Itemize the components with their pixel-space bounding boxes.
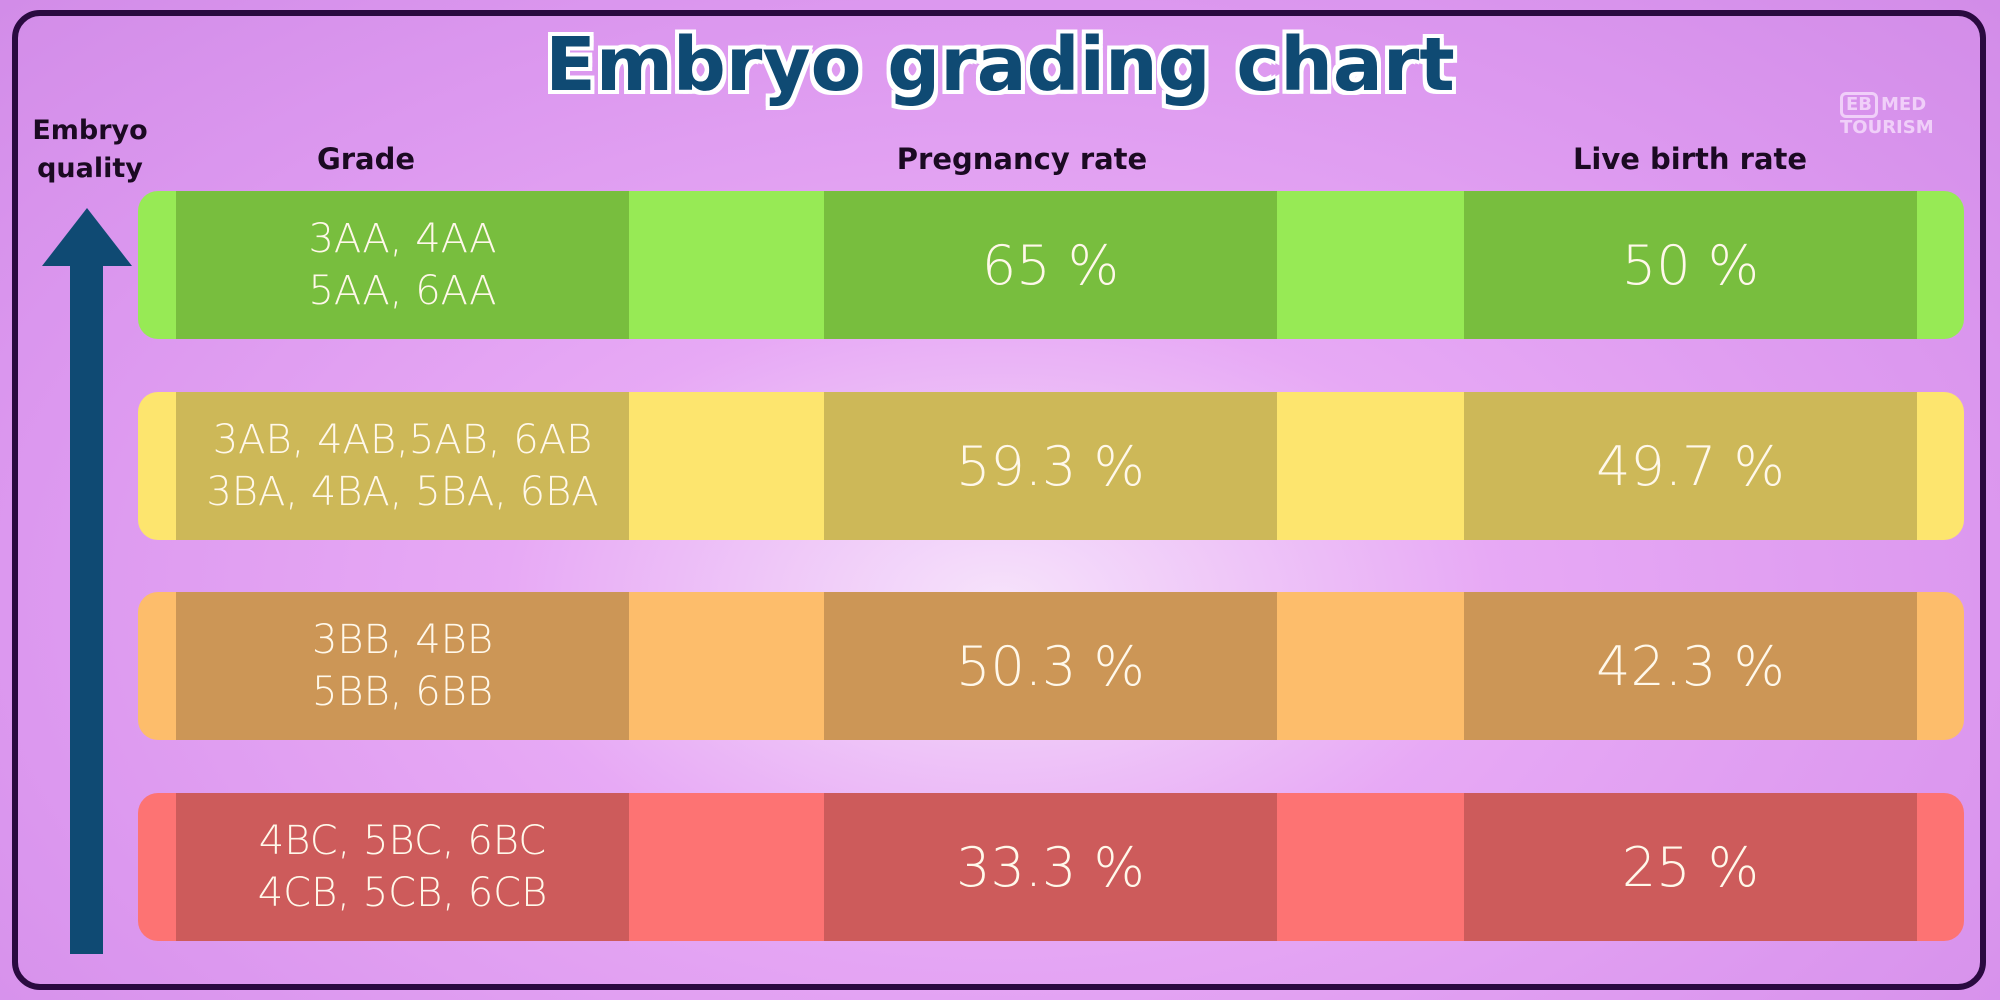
arrow-up-icon [42, 208, 132, 266]
grade-cell: 3BB, 4BB 5BB, 6BB [176, 592, 629, 740]
header-live-birth: Live birth rate [1572, 142, 1808, 176]
grade-line: 4BC, 5BC, 6BC [258, 818, 547, 864]
page-title: Embryo grading chart [545, 22, 1455, 108]
grade-line: 4CB, 5CB, 6CB [257, 870, 548, 916]
grade-line: 3AB, 4AB,5AB, 6AB [212, 417, 593, 463]
logo-box: EB [1840, 92, 1879, 118]
live-birth-rate-cell: 50 % [1464, 191, 1917, 339]
table-row: 3AA, 4AA 5AA, 6AA 65 % 50 % [138, 191, 1964, 339]
pregnancy-rate-cell: 59.3 % [824, 392, 1277, 540]
table-row: 3BB, 4BB 5BB, 6BB 50.3 % 42.3 % [138, 592, 1964, 740]
grade-cell: 4BC, 5BC, 6BC 4CB, 5CB, 6CB [176, 793, 629, 941]
arrow-shaft [70, 262, 103, 954]
table-row: 3AB, 4AB,5AB, 6AB 3BA, 4BA, 5BA, 6BA 59.3… [138, 392, 1964, 540]
pregnancy-rate-cell: 33.3 % [824, 793, 1277, 941]
header-grade: Grade [316, 142, 416, 176]
live-birth-rate-cell: 42.3 % [1464, 592, 1917, 740]
grade-line: 3BB, 4BB [311, 617, 494, 663]
grade-line: 3BA, 4BA, 5BA, 6BA [206, 469, 599, 515]
grade-cell: 3AA, 4AA 5AA, 6AA [176, 191, 629, 339]
grade-line: 3AA, 4AA [308, 216, 497, 262]
axis-label-line: Embryo [32, 115, 148, 146]
grade-line: 5AA, 6AA [308, 268, 497, 314]
grade-cell: 3AB, 4AB,5AB, 6AB 3BA, 4BA, 5BA, 6BA [176, 392, 629, 540]
table-row: 4BC, 5BC, 6BC 4CB, 5CB, 6CB 33.3 % 25 % [138, 793, 1964, 941]
logo-med: MED [1881, 94, 1927, 115]
axis-label: Embryo quality [20, 112, 160, 188]
live-birth-rate-cell: 49.7 % [1464, 392, 1917, 540]
pregnancy-rate-cell: 50.3 % [824, 592, 1277, 740]
logo: EB MED TOURISM [1840, 92, 1934, 138]
logo-tourism: TOURISM [1840, 117, 1934, 138]
pregnancy-rate-cell: 65 % [824, 191, 1277, 339]
frame [12, 10, 1986, 990]
grade-line: 5BB, 6BB [311, 669, 494, 715]
live-birth-rate-cell: 25 % [1464, 793, 1917, 941]
axis-label-line: quality [37, 153, 143, 184]
header-pregnancy: Pregnancy rate [896, 142, 1148, 176]
